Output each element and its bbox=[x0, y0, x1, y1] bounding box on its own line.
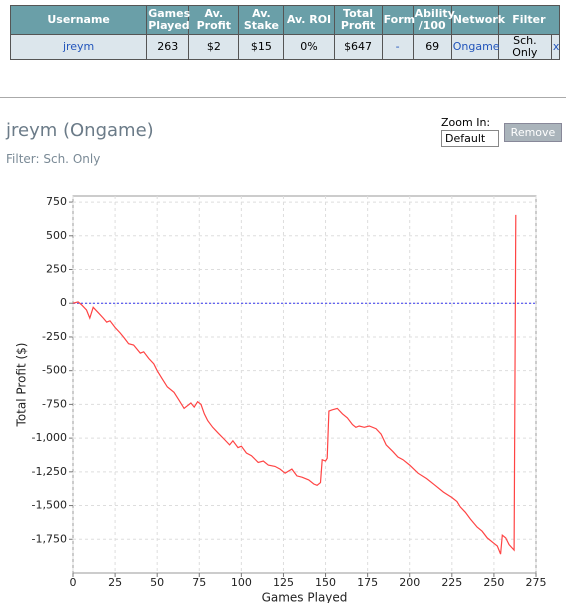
y-axis-label: Total Profit ($) bbox=[15, 343, 29, 428]
x-tick-label: 25 bbox=[108, 576, 122, 589]
column-header[interactable]: Av. Profit bbox=[188, 5, 240, 35]
zoom-select[interactable]: Default bbox=[441, 130, 499, 147]
cell: $647 bbox=[333, 34, 383, 60]
stats-table: Username Games Played Av. Profit Av. Stake A… bbox=[9, 5, 561, 60]
x-tick-label: 125 bbox=[273, 576, 294, 589]
cell[interactable]: jreym bbox=[9, 34, 148, 60]
x-axis-label: Games Played bbox=[262, 591, 348, 603]
y-tick-label: 750 bbox=[46, 195, 67, 208]
header-row: Username Games Played Av. Profit Av. Stake A… bbox=[9, 5, 561, 35]
y-tick-label: -1,000 bbox=[32, 431, 67, 444]
profit-line bbox=[72, 214, 517, 555]
cell[interactable]: x bbox=[550, 34, 561, 60]
column-header[interactable]: Form bbox=[381, 5, 415, 35]
cell: $2 bbox=[188, 34, 240, 60]
x-tick-label: 175 bbox=[357, 576, 378, 589]
x-tick-label: 0 bbox=[70, 576, 77, 589]
y-tick-label: -1,750 bbox=[32, 532, 67, 545]
column-header[interactable]: Username bbox=[9, 5, 148, 35]
y-tick-label: -750 bbox=[42, 397, 67, 410]
x-tick-label: 75 bbox=[192, 576, 206, 589]
cell: - bbox=[381, 34, 414, 60]
column-header[interactable]: Ability /100 bbox=[412, 5, 455, 35]
column-header[interactable]: Total Profit bbox=[333, 5, 383, 35]
cell: $15 bbox=[238, 34, 285, 60]
remove-button[interactable]: Remove bbox=[504, 123, 562, 142]
column-header[interactable]: Games Played bbox=[146, 5, 190, 35]
y-tick-label: -1,250 bbox=[32, 465, 67, 478]
zoom-label: Zoom In: bbox=[441, 116, 491, 129]
y-tick-label: -500 bbox=[42, 364, 67, 377]
cell: 69 bbox=[412, 34, 452, 60]
cell[interactable]: Ongame bbox=[450, 34, 500, 60]
cell: 263 bbox=[146, 34, 190, 60]
plot-area bbox=[72, 195, 537, 574]
x-tick-label: 275 bbox=[526, 576, 547, 589]
x-tick-label: 150 bbox=[315, 576, 336, 589]
column-header[interactable]: Filter bbox=[497, 5, 561, 35]
data-row: jreym 263 $2 $15 0% $647-69 Ongame Sch. Only x bbox=[9, 34, 561, 60]
x-tick-label: 225 bbox=[441, 576, 462, 589]
divider bbox=[0, 97, 566, 98]
x-tick-label: 100 bbox=[231, 576, 252, 589]
x-tick-label: 200 bbox=[399, 576, 420, 589]
column-header[interactable]: Av. Stake bbox=[238, 5, 285, 35]
x-tick-label: 50 bbox=[150, 576, 164, 589]
player-title: jreym (Ongame) bbox=[6, 120, 154, 141]
y-tick-label: -250 bbox=[42, 330, 67, 343]
y-tick-label: 250 bbox=[46, 263, 67, 276]
filter-text: Filter: Sch. Only bbox=[6, 152, 101, 166]
x-tick-label: 250 bbox=[483, 576, 504, 589]
y-tick-label: -1,500 bbox=[32, 499, 67, 512]
y-tick-label: 500 bbox=[46, 229, 67, 242]
y-tick-label: 0 bbox=[60, 296, 67, 309]
cell: Sch. Only bbox=[497, 34, 552, 60]
